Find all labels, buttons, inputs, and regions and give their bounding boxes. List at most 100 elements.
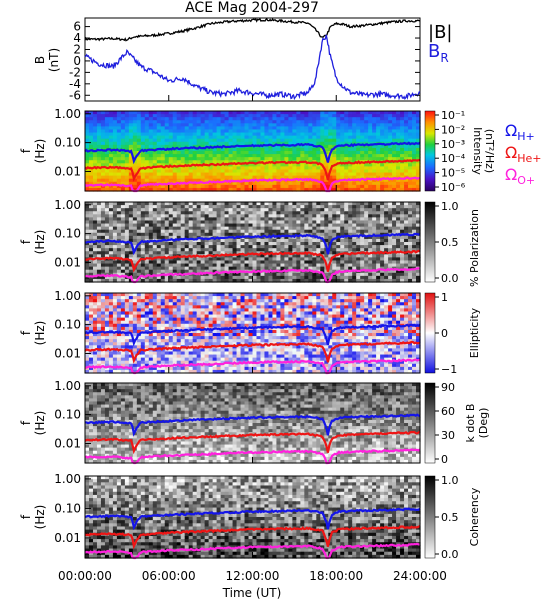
spectrogram-cell: [172, 257, 178, 262]
spectrogram-cell: [92, 132, 98, 137]
spectrogram-cell: [244, 141, 250, 146]
spectrogram-cell: [272, 132, 278, 137]
spectrogram-cell: [96, 366, 102, 371]
spectrogram-cell: [256, 214, 262, 218]
spectrogram-cell: [212, 123, 218, 127]
spectrogram-cell: [104, 141, 110, 146]
spectrogram-cell: [368, 132, 373, 137]
spectrogram-cell: [280, 144, 286, 149]
spectrogram-cell: [108, 317, 114, 322]
spectrogram-cell: [96, 217, 102, 222]
spectrogram-cell: [200, 135, 206, 140]
spectrogram-cell: [284, 232, 289, 237]
spectrogram-cell: [384, 126, 389, 131]
spectrogram-cell: [88, 369, 94, 374]
spectrogram-cell: [328, 114, 333, 118]
spectrogram-cell: [168, 184, 174, 189]
spectrogram-cell: [160, 117, 166, 121]
spectrogram-cell: [368, 172, 373, 177]
spectrogram-cell: [232, 166, 238, 171]
spectrogram-cell: [212, 181, 218, 186]
spectrogram-cell: [108, 275, 114, 280]
spectrogram-cell: [152, 314, 158, 319]
spectrogram-cell: [360, 217, 365, 222]
spectrogram-cell: [152, 278, 158, 283]
spectrogram-cell: [104, 308, 110, 313]
spectrogram-cell: [348, 135, 353, 140]
spectrogram-cell: [276, 272, 282, 277]
spectrogram-cell: [140, 178, 146, 183]
spectrogram-cell: [416, 160, 421, 164]
spectrogram-cell: [300, 229, 305, 234]
spectrogram-cell: [176, 154, 182, 158]
spectrogram-cell: [360, 129, 365, 134]
spectrogram-cell: [212, 242, 218, 246]
spectrogram-cell: [240, 160, 246, 164]
spectrogram-cell: [384, 211, 389, 215]
spectrogram-cell: [404, 184, 409, 189]
spectrogram-cell: [132, 308, 138, 313]
spectrogram-cell: [352, 126, 357, 131]
spectrogram-cell: [184, 117, 190, 121]
spectrogram-cell: [316, 117, 321, 121]
spectrogram-cell: [340, 238, 345, 243]
spectrogram-cell: [316, 111, 321, 115]
spectrogram-cell: [356, 157, 361, 161]
spectrogram-cell: [100, 220, 106, 225]
spectrogram-cell: [256, 254, 262, 258]
spectrogram-cell: [372, 257, 377, 262]
spectrogram-cell: [184, 126, 190, 131]
spectrogram-cell: [236, 202, 242, 206]
spectrogram-cell: [312, 129, 317, 134]
spectrogram-cell: [104, 220, 110, 225]
spectrogram-cell: [312, 117, 317, 121]
spectrogram-cell: [96, 172, 102, 177]
spectrogram-cell: [336, 238, 341, 243]
spectrogram-cell: [264, 260, 270, 265]
spectrogram-cell: [416, 151, 421, 155]
spectrogram-cell: [112, 345, 118, 349]
spectrogram-cell: [288, 147, 293, 152]
spectrogram-cell: [208, 245, 214, 249]
spectrogram-cell: [340, 257, 345, 262]
spectrogram-cell: [224, 245, 230, 249]
spectrogram-cell: [128, 308, 134, 313]
spectrogram-cell: [252, 257, 258, 262]
spectrogram-cell: [212, 220, 218, 225]
spectrogram-cell: [380, 111, 385, 115]
spectrogram-cell: [340, 129, 345, 134]
spectrogram-cell: [240, 217, 246, 222]
spectrogram-cell: [376, 126, 381, 131]
spectrogram-cell: [140, 299, 146, 303]
spectrogram-cell: [124, 269, 130, 274]
spectrogram-cell: [212, 269, 218, 274]
spectrogram-cell: [96, 311, 102, 316]
spectrogram-cell: [180, 202, 186, 206]
spectrogram-cell: [104, 114, 110, 118]
spectrogram-cell: [344, 129, 349, 134]
spectrogram-cell: [140, 263, 146, 268]
spectrogram-cell: [136, 311, 142, 316]
spectrogram-cell: [400, 151, 405, 155]
spectrogram-cell: [180, 242, 186, 246]
spectrogram-cell: [396, 154, 401, 158]
spectrogram-cell: [224, 181, 230, 186]
spectrogram-cell: [176, 211, 182, 215]
spectrogram-cell: [92, 117, 98, 121]
spectrogram-cell: [108, 144, 114, 149]
spectrogram-cell: [264, 226, 270, 231]
spectrogram-cell: [308, 169, 313, 174]
spectrogram-cell: [120, 175, 126, 180]
spectrogram-cell: [116, 342, 122, 346]
spectrogram-cell: [392, 220, 397, 225]
spectrogram-cell: [308, 132, 313, 137]
spectrogram-cell: [232, 154, 238, 158]
spectrogram-cell: [140, 326, 146, 331]
spectrogram-cell: [308, 151, 313, 155]
spectrogram-cell: [168, 269, 174, 274]
spectrogram-cell: [256, 266, 262, 271]
spectrogram-cell: [236, 223, 242, 228]
spectrogram-cell: [360, 220, 365, 225]
gyro-line-o: [84, 176, 421, 193]
spectrogram-cell: [392, 238, 397, 243]
